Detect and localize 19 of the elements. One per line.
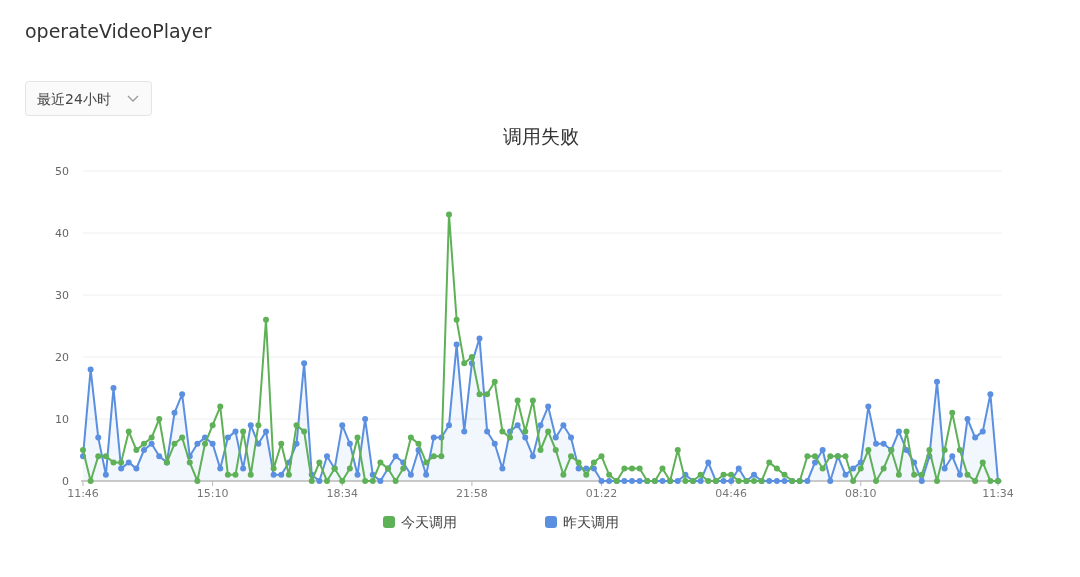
- y-tick-label: 50: [55, 165, 69, 178]
- x-tick-label: 08:10: [844, 487, 877, 500]
- x-tick-label: 11:34: [982, 487, 1014, 500]
- y-tick-label: 30: [55, 289, 69, 302]
- x-tick-label: 04:46: [715, 487, 747, 500]
- x-tick-label: 01:22: [585, 487, 618, 500]
- y-tick-label: 40: [55, 227, 69, 240]
- y-tick-label: 10: [55, 413, 69, 426]
- x-tick-label: 21:58: [456, 487, 488, 500]
- text: 最近24小时: [37, 91, 111, 107]
- chart-title: 调用失败: [503, 125, 579, 147]
- legend-label: 今天调用: [401, 514, 457, 530]
- x-tick-label: 15:10: [196, 487, 229, 500]
- y-tick-label: 0: [62, 475, 69, 488]
- y-tick-label: 20: [55, 351, 69, 364]
- x-tick-label: 18:34: [326, 487, 359, 500]
- legend-label: 昨天调用: [563, 514, 619, 530]
- text: operateVideoPlayer: [25, 20, 212, 42]
- x-tick-label: 11:46: [67, 487, 99, 500]
